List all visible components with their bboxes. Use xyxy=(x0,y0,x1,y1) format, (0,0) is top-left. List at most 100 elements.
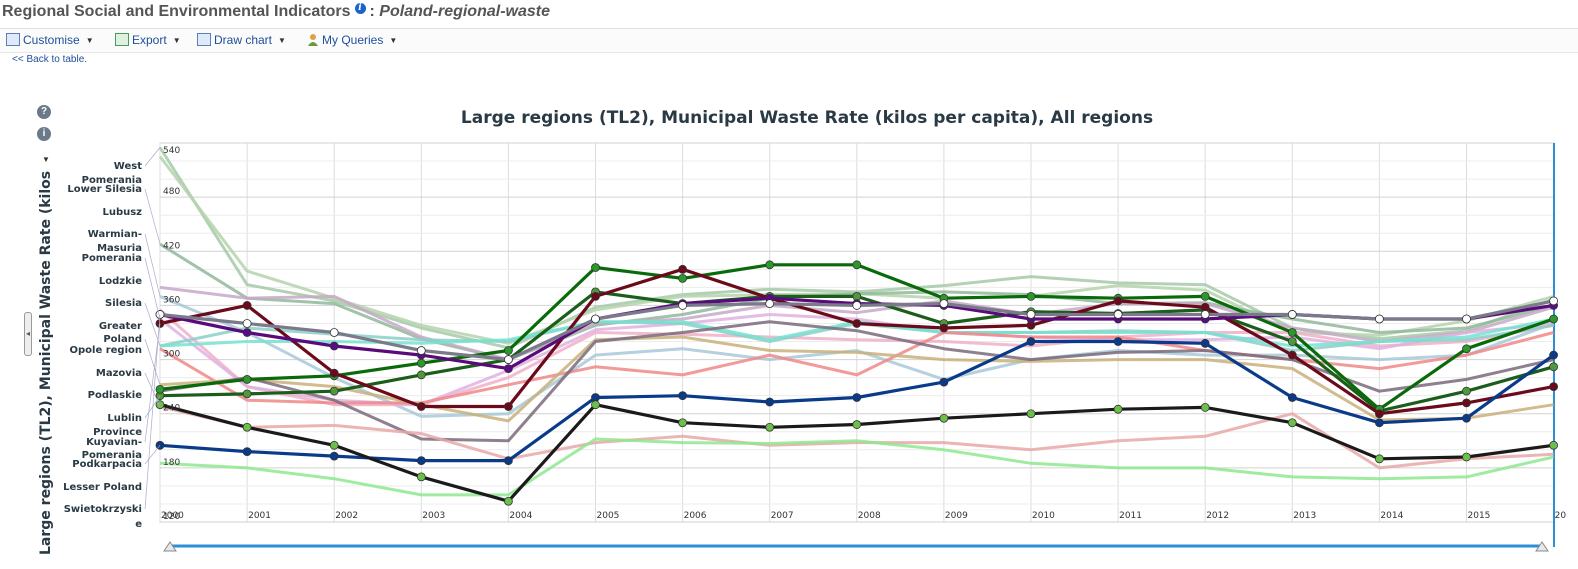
data-point[interactable] xyxy=(1375,454,1384,464)
draw-chart-button[interactable]: Draw chart ▼ xyxy=(197,33,286,47)
data-point[interactable] xyxy=(1113,310,1123,319)
data-point[interactable] xyxy=(1462,413,1471,423)
data-point[interactable] xyxy=(503,355,513,364)
info-icon[interactable]: i xyxy=(37,127,51,141)
data-point[interactable] xyxy=(416,472,426,482)
data-point[interactable] xyxy=(242,375,252,384)
data-point[interactable] xyxy=(329,386,339,396)
chevron-down-icon[interactable]: ▼ xyxy=(42,155,50,164)
range-slider-right-handle[interactable] xyxy=(1535,541,1549,552)
series-line[interactable] xyxy=(159,285,1555,362)
data-point[interactable] xyxy=(329,328,339,337)
data-point[interactable] xyxy=(1287,393,1297,402)
data-point[interactable] xyxy=(1549,314,1558,324)
data-point[interactable] xyxy=(1026,337,1036,346)
data-point[interactable] xyxy=(416,358,426,368)
data-point[interactable] xyxy=(329,451,339,461)
data-point[interactable] xyxy=(939,377,949,387)
data-point[interactable] xyxy=(1549,296,1558,306)
data-point[interactable] xyxy=(1200,292,1210,301)
data-point[interactable] xyxy=(1287,337,1297,346)
data-point[interactable] xyxy=(591,292,600,301)
data-point[interactable] xyxy=(503,496,513,506)
data-point[interactable] xyxy=(852,292,862,301)
data-point[interactable] xyxy=(1026,310,1036,319)
data-point[interactable] xyxy=(765,299,775,309)
data-point[interactable] xyxy=(591,400,600,410)
data-point[interactable] xyxy=(242,319,252,328)
data-point[interactable] xyxy=(503,364,513,373)
data-point[interactable] xyxy=(1462,386,1471,396)
data-point[interactable] xyxy=(416,402,426,411)
info-icon[interactable]: i xyxy=(354,3,366,14)
data-point[interactable] xyxy=(242,422,252,432)
data-point[interactable] xyxy=(678,273,687,283)
data-point[interactable] xyxy=(242,301,252,310)
data-point[interactable] xyxy=(1287,350,1297,360)
data-point[interactable] xyxy=(939,413,949,423)
series-line[interactable] xyxy=(159,320,1554,443)
collapse-handle[interactable]: ◂ xyxy=(24,312,32,356)
customise-button[interactable]: Customise ▼ xyxy=(6,33,94,47)
data-point[interactable] xyxy=(1287,418,1297,428)
data-point[interactable] xyxy=(1200,302,1210,312)
data-point[interactable] xyxy=(1462,398,1471,408)
data-point[interactable] xyxy=(1462,344,1471,354)
data-point[interactable] xyxy=(416,456,426,466)
data-point[interactable] xyxy=(678,391,687,401)
series-line[interactable] xyxy=(159,437,1554,497)
data-point[interactable] xyxy=(852,319,862,328)
data-point[interactable] xyxy=(765,397,775,407)
data-point[interactable] xyxy=(155,384,165,394)
data-point[interactable] xyxy=(329,368,339,378)
data-point[interactable] xyxy=(329,440,339,450)
data-point[interactable] xyxy=(1287,310,1297,319)
data-point[interactable] xyxy=(1200,338,1210,348)
range-slider-left-handle[interactable] xyxy=(163,541,177,552)
data-point[interactable] xyxy=(765,260,775,270)
data-point[interactable] xyxy=(591,314,600,324)
data-point[interactable] xyxy=(416,370,426,380)
data-point[interactable] xyxy=(591,393,600,402)
data-point[interactable] xyxy=(1549,350,1558,360)
data-point[interactable] xyxy=(852,420,862,429)
data-point[interactable] xyxy=(503,346,513,355)
data-point[interactable] xyxy=(1462,314,1471,324)
data-point[interactable] xyxy=(939,323,949,333)
data-point[interactable] xyxy=(1026,292,1036,301)
data-point[interactable] xyxy=(852,301,862,310)
data-point[interactable] xyxy=(1549,382,1558,392)
data-point[interactable] xyxy=(852,260,862,270)
data-point[interactable] xyxy=(678,301,687,310)
data-point[interactable] xyxy=(503,402,513,411)
data-point[interactable] xyxy=(852,393,862,402)
data-point[interactable] xyxy=(1375,418,1384,428)
data-point[interactable] xyxy=(1026,409,1036,419)
data-point[interactable] xyxy=(1549,440,1558,450)
series-line[interactable] xyxy=(159,405,1554,470)
back-to-table-link[interactable]: << Back to table. xyxy=(12,54,88,65)
data-point[interactable] xyxy=(678,418,687,428)
data-point[interactable] xyxy=(1375,409,1384,419)
export-button[interactable]: Export ▼ xyxy=(115,33,181,47)
data-point[interactable] xyxy=(1113,337,1123,346)
data-point[interactable] xyxy=(1113,296,1123,306)
data-point[interactable] xyxy=(765,422,775,432)
data-point[interactable] xyxy=(1375,314,1384,324)
series-line[interactable] xyxy=(159,335,1554,423)
data-point[interactable] xyxy=(1462,452,1471,462)
data-point[interactable] xyxy=(678,264,687,274)
help-icon[interactable]: ? xyxy=(37,105,51,119)
data-point[interactable] xyxy=(329,341,339,351)
data-point[interactable] xyxy=(242,447,252,457)
data-point[interactable] xyxy=(1113,404,1123,414)
data-point[interactable] xyxy=(242,328,252,337)
data-point[interactable] xyxy=(503,456,513,466)
data-point[interactable] xyxy=(1287,328,1297,337)
data-point[interactable] xyxy=(1200,310,1210,319)
data-point[interactable] xyxy=(1549,362,1558,372)
my-queries-button[interactable]: My Queries ▼ xyxy=(307,33,397,47)
data-point[interactable] xyxy=(1200,402,1210,412)
data-point[interactable] xyxy=(416,346,426,355)
data-point[interactable] xyxy=(939,299,949,309)
